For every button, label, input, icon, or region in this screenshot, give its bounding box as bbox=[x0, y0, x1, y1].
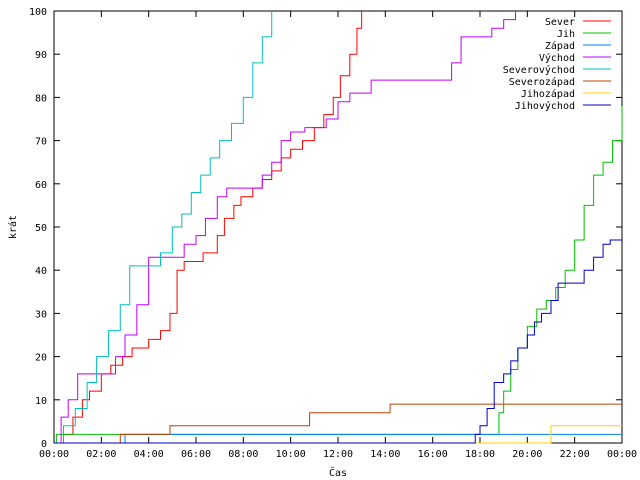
y-tick-label: 30 bbox=[35, 309, 47, 320]
x-tick-label: 12:00 bbox=[323, 449, 353, 460]
x-tick-label: 14:00 bbox=[370, 449, 400, 460]
series-lines bbox=[54, 11, 623, 444]
series-line-4 bbox=[54, 11, 273, 444]
x-tick-label: 00:00 bbox=[39, 449, 69, 460]
x-tick-label: 08:00 bbox=[228, 449, 258, 460]
legend-label: Západ bbox=[545, 40, 575, 52]
y-tick-label: 0 bbox=[41, 439, 47, 450]
y-tick-label: 40 bbox=[35, 266, 47, 277]
x-axis: 00:00 02:00 04:00 06:00 08:00 10:00 12:00 14:00… bbox=[39, 11, 637, 460]
x-tick-label: 04:00 bbox=[134, 449, 164, 460]
series-line-0 bbox=[54, 11, 363, 444]
x-tick-label: 02:00 bbox=[86, 449, 116, 460]
legend: SeverJihZápadVýchodSeverovýchodSeverozáp… bbox=[503, 17, 611, 112]
x-tick-label: 06:00 bbox=[181, 449, 211, 460]
x-tick-label: 00:00 bbox=[607, 449, 637, 460]
y-tick-label: 90 bbox=[35, 50, 47, 61]
y-tick-label: 60 bbox=[35, 180, 47, 191]
legend-label: Severovýchod bbox=[503, 64, 575, 76]
legend-label: Jihovýchod bbox=[515, 100, 575, 112]
legend-label: Jihozápad bbox=[521, 88, 575, 100]
legend-label: Východ bbox=[539, 52, 575, 64]
legend-label: Jih bbox=[557, 29, 575, 40]
y-axis: 0 10 20 30 40 50 60 70 80 90 100 bbox=[29, 7, 622, 450]
x-tick-label: 10:00 bbox=[276, 449, 306, 460]
y-tick-label: 80 bbox=[35, 93, 47, 104]
legend-label: Sever bbox=[545, 17, 575, 28]
y-tick-label: 100 bbox=[29, 7, 47, 18]
x-axis-title: Čas bbox=[329, 466, 347, 479]
y-tick-label: 10 bbox=[35, 396, 47, 407]
x-tick-label: 20:00 bbox=[512, 449, 542, 460]
series-line-5 bbox=[54, 403, 622, 444]
legend-label: Severozápad bbox=[509, 76, 575, 88]
x-tick-label: 22:00 bbox=[560, 449, 590, 460]
y-tick-label: 20 bbox=[35, 353, 47, 364]
series-line-7 bbox=[54, 239, 622, 444]
series-line-1 bbox=[54, 106, 623, 444]
x-tick-label: 16:00 bbox=[418, 449, 448, 460]
x-tick-label: 18:00 bbox=[465, 449, 495, 460]
y-tick-label: 70 bbox=[35, 137, 47, 148]
y-axis-title: krát bbox=[7, 215, 19, 239]
y-tick-label: 50 bbox=[35, 223, 47, 234]
series-line-3 bbox=[54, 11, 516, 444]
